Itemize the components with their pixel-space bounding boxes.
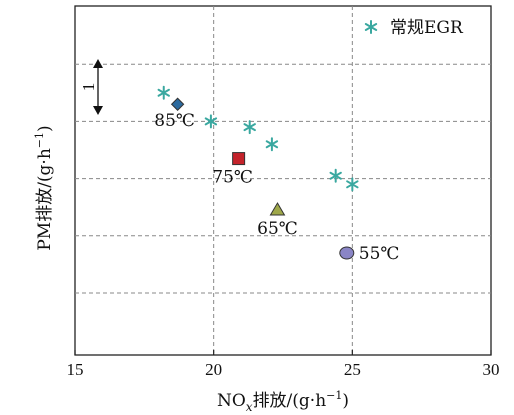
y-axis-title-main: PM排放/(g·h [35, 148, 55, 250]
series-point-asterisk [329, 168, 342, 183]
point-triangle-marker [269, 202, 286, 216]
point-diamond-marker [170, 97, 185, 111]
scale-bar: 1 [79, 59, 103, 115]
legend-asterisk-icon [364, 20, 378, 34]
x-axis-ticks: 15 20 25 30 [67, 350, 500, 379]
series-point-asterisk [157, 85, 170, 100]
point-circle-marker [339, 246, 355, 260]
series-point-asterisk [265, 137, 279, 152]
temperature-points: 85℃ 75℃ 65℃ 55℃ [154, 97, 400, 264]
scale-bar-label: 1 [79, 83, 98, 92]
y-axis-title: PM排放/(g·h−1) [33, 125, 55, 250]
legend: 常规EGR [364, 18, 464, 38]
y-axis-title-close: ) [35, 125, 55, 132]
point-label: 55℃ [359, 244, 400, 264]
plot-area-frame [74, 5, 492, 356]
x-tick-label: 20 [205, 360, 222, 379]
series-point-asterisk [204, 114, 218, 129]
x-tick-label: 15 [67, 360, 84, 379]
x-axis-title: NOx排放/(g·h−1) [217, 389, 349, 414]
legend-entry-label: 常规EGR [390, 18, 464, 38]
y-axis-title-sup: −1 [33, 132, 46, 148]
x-axis-title-sub: x [246, 400, 253, 414]
point-label: 75℃ [212, 168, 253, 188]
scale-bar-arrow-up-icon [93, 59, 103, 68]
point-label: 65℃ [257, 219, 298, 239]
x-axis-title-main: NO [217, 391, 246, 411]
grid-lines [75, 6, 491, 355]
series-point-asterisk [346, 177, 359, 192]
x-tick-label: 25 [344, 360, 361, 379]
point-square-marker [232, 152, 246, 166]
x-axis-title-rest: 排放/(g·h [253, 391, 327, 411]
scale-bar-arrow-down-icon [93, 106, 103, 115]
legend-asterisk-mark [364, 20, 378, 34]
x-axis-title-close: ) [342, 391, 349, 411]
series-point-asterisk [243, 120, 256, 135]
point-label: 85℃ [154, 111, 195, 131]
x-axis-title-sup: −1 [326, 389, 342, 402]
x-tick-label: 30 [483, 360, 500, 379]
series-points [157, 85, 359, 192]
